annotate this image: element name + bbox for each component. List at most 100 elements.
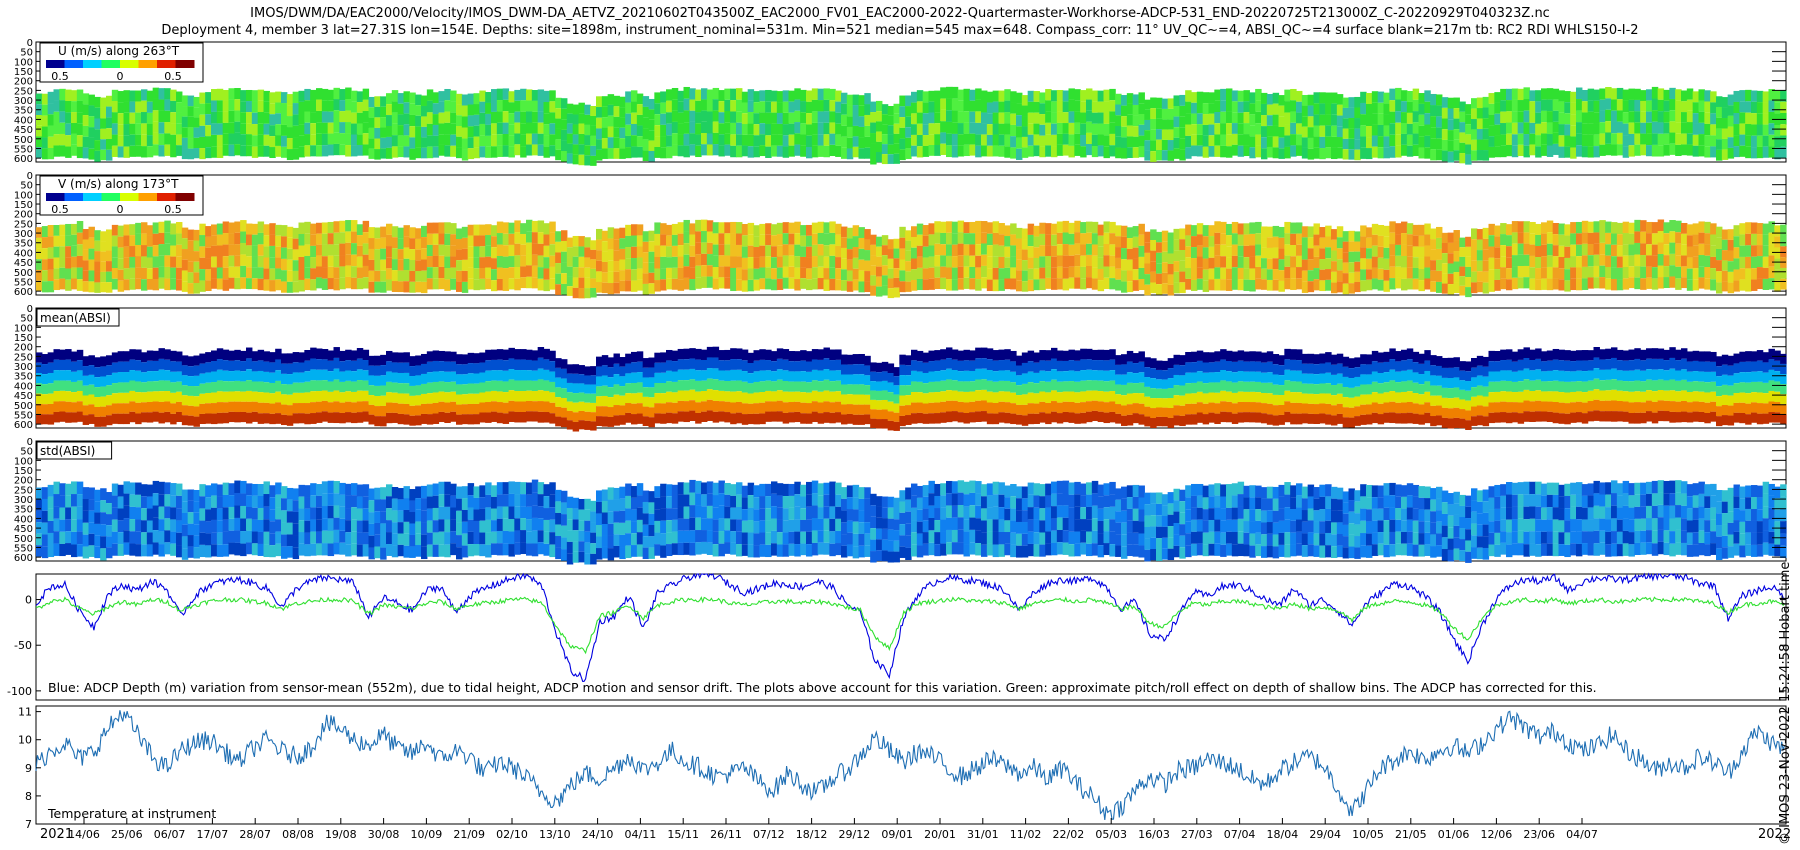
heat-cell <box>82 356 90 367</box>
heat-cell <box>695 254 702 266</box>
heat-cell <box>1476 139 1484 151</box>
heat-cell <box>53 380 60 392</box>
heat-cell <box>1756 234 1764 246</box>
heat-cell <box>718 134 725 146</box>
heat-cell <box>975 379 982 391</box>
heat-cell <box>817 413 825 424</box>
heat-cell <box>1249 125 1256 137</box>
heat-cell <box>631 393 638 404</box>
heat-cell <box>53 268 60 280</box>
heat-cell <box>981 123 988 135</box>
heat-cell <box>76 380 84 391</box>
heat-cell <box>53 145 60 157</box>
heat-cell <box>654 245 661 257</box>
heat-cell <box>1441 107 1449 119</box>
heat-cell <box>1406 256 1414 268</box>
heat-cell <box>467 257 475 268</box>
heat-cell <box>537 368 545 380</box>
heat-cell <box>176 391 183 402</box>
heat-cell <box>467 126 475 138</box>
heat-cell <box>975 279 982 291</box>
heat-cell <box>135 222 142 234</box>
y-tick-label: 500 <box>14 268 33 279</box>
heat-cell <box>1651 267 1659 279</box>
heat-cell <box>1261 103 1268 116</box>
heat-cell <box>794 88 801 100</box>
heat-cell <box>1430 149 1437 161</box>
heat-cell <box>1406 91 1414 102</box>
heat-cell <box>1045 371 1052 382</box>
heat-cell <box>1074 402 1081 414</box>
heat-cell <box>531 360 539 371</box>
heat-cell <box>543 348 550 360</box>
heat-cell <box>520 359 527 371</box>
heat-cell <box>1296 134 1303 146</box>
heat-cell <box>1541 110 1548 123</box>
heat-cell <box>899 106 906 118</box>
heat-cell <box>240 361 247 372</box>
heat-cell <box>310 268 317 280</box>
heat-cell <box>234 132 241 145</box>
heat-cell <box>858 414 865 425</box>
heat-cell <box>1039 146 1046 158</box>
heat-cell <box>1056 402 1064 414</box>
heat-cell <box>782 255 790 267</box>
heat-cell <box>123 372 130 383</box>
heat-cell <box>1751 90 1758 102</box>
heat-cell <box>1406 145 1414 157</box>
heat-cell <box>1751 245 1758 257</box>
heat-cell <box>636 224 644 236</box>
heat-cell <box>724 133 731 145</box>
heat-cell <box>1412 133 1420 145</box>
heat-cell <box>566 103 574 114</box>
heat-cell <box>234 110 241 122</box>
heat-cell <box>835 359 842 371</box>
heat-cell <box>1511 232 1519 244</box>
heat-cell <box>473 393 480 404</box>
heat-cell <box>829 402 836 413</box>
heat-cell <box>1202 280 1210 292</box>
heat-cell <box>1751 113 1758 125</box>
heat-cell <box>135 267 142 279</box>
heat-cell <box>841 103 848 115</box>
heat-cell <box>281 124 288 136</box>
heat-cell <box>1721 270 1729 282</box>
legend-title: V (m/s) along 173°T <box>58 177 179 191</box>
heat-cell <box>1307 259 1315 271</box>
heat-cell <box>969 100 976 112</box>
heat-cell <box>1313 125 1320 137</box>
heat-cell <box>741 145 749 157</box>
heat-cell <box>747 89 755 101</box>
heat-cell <box>123 90 130 102</box>
heat-cell <box>1721 149 1729 160</box>
heat-cell <box>916 234 924 246</box>
heat-cell <box>806 246 813 258</box>
heat-cell <box>257 402 265 414</box>
heat-cell <box>940 87 947 99</box>
heat-cell <box>53 257 60 269</box>
heat-cell <box>607 94 615 105</box>
heat-cell <box>677 390 685 401</box>
heat-cell <box>456 239 463 250</box>
heat-cell <box>1412 278 1420 290</box>
heat-cell <box>292 413 300 424</box>
heat-cell <box>654 233 661 246</box>
heat-cell <box>1266 237 1274 248</box>
heat-cell <box>986 370 994 381</box>
heat-cell <box>275 113 282 125</box>
heat-cell <box>205 125 212 137</box>
heat-cell <box>1243 123 1250 135</box>
heat-cell <box>957 123 965 135</box>
heat-cell <box>864 355 871 366</box>
heat-cell <box>619 357 626 367</box>
heat-cell <box>677 279 685 291</box>
heat-cell <box>584 420 591 430</box>
heat-cell <box>415 375 422 386</box>
heat-cell <box>292 114 300 126</box>
heat-cell <box>1465 287 1472 298</box>
heat-cell <box>1401 244 1408 256</box>
heat-cell <box>701 88 708 100</box>
heat-cell <box>846 249 854 260</box>
heat-cell <box>561 407 568 418</box>
heat-cell <box>444 279 451 291</box>
